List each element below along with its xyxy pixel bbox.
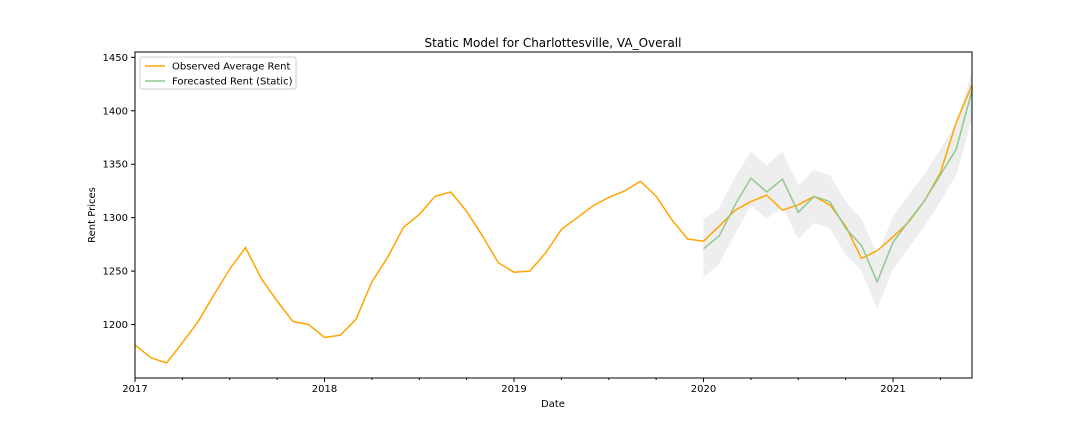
series-layer — [134, 84, 973, 364]
y-tick-label: 1300 — [103, 213, 128, 224]
forecast-rent-line — [703, 90, 973, 284]
forecast-confidence-band — [703, 72, 972, 309]
x-tick-label: 2017 — [122, 384, 147, 395]
legend: Observed Average Rent Forecasted Rent (S… — [139, 56, 297, 90]
y-tick-label: 1400 — [103, 106, 128, 117]
legend-box — [139, 56, 297, 90]
y-axis: 1200 1250 1300 1350 1400 1450 — [103, 53, 135, 331]
plot-frame — [134, 51, 973, 379]
x-tick-label: 2018 — [312, 384, 337, 395]
y-tick-label: 1250 — [103, 267, 128, 278]
legend-label-forecast: Forecasted Rent (Static) — [172, 77, 293, 88]
chart-title: Static Model for Charlottesville, VA_Ove… — [425, 36, 682, 50]
x-tick-label: 2021 — [880, 384, 905, 395]
x-tick-label: 2020 — [691, 384, 716, 395]
confidence-band-layer — [703, 72, 972, 309]
observed-rent-line — [134, 84, 973, 364]
x-axis: 2017 2018 2019 2020 2021 — [122, 378, 941, 395]
legend-label-observed: Observed Average Rent — [172, 62, 291, 73]
x-axis-label: Date — [541, 399, 565, 410]
y-tick-label: 1350 — [103, 160, 128, 171]
y-tick-label: 1200 — [103, 320, 128, 331]
x-tick-label: 2019 — [501, 384, 526, 395]
y-tick-label: 1450 — [103, 53, 128, 64]
y-axis-label: Rent Prices — [87, 187, 98, 243]
